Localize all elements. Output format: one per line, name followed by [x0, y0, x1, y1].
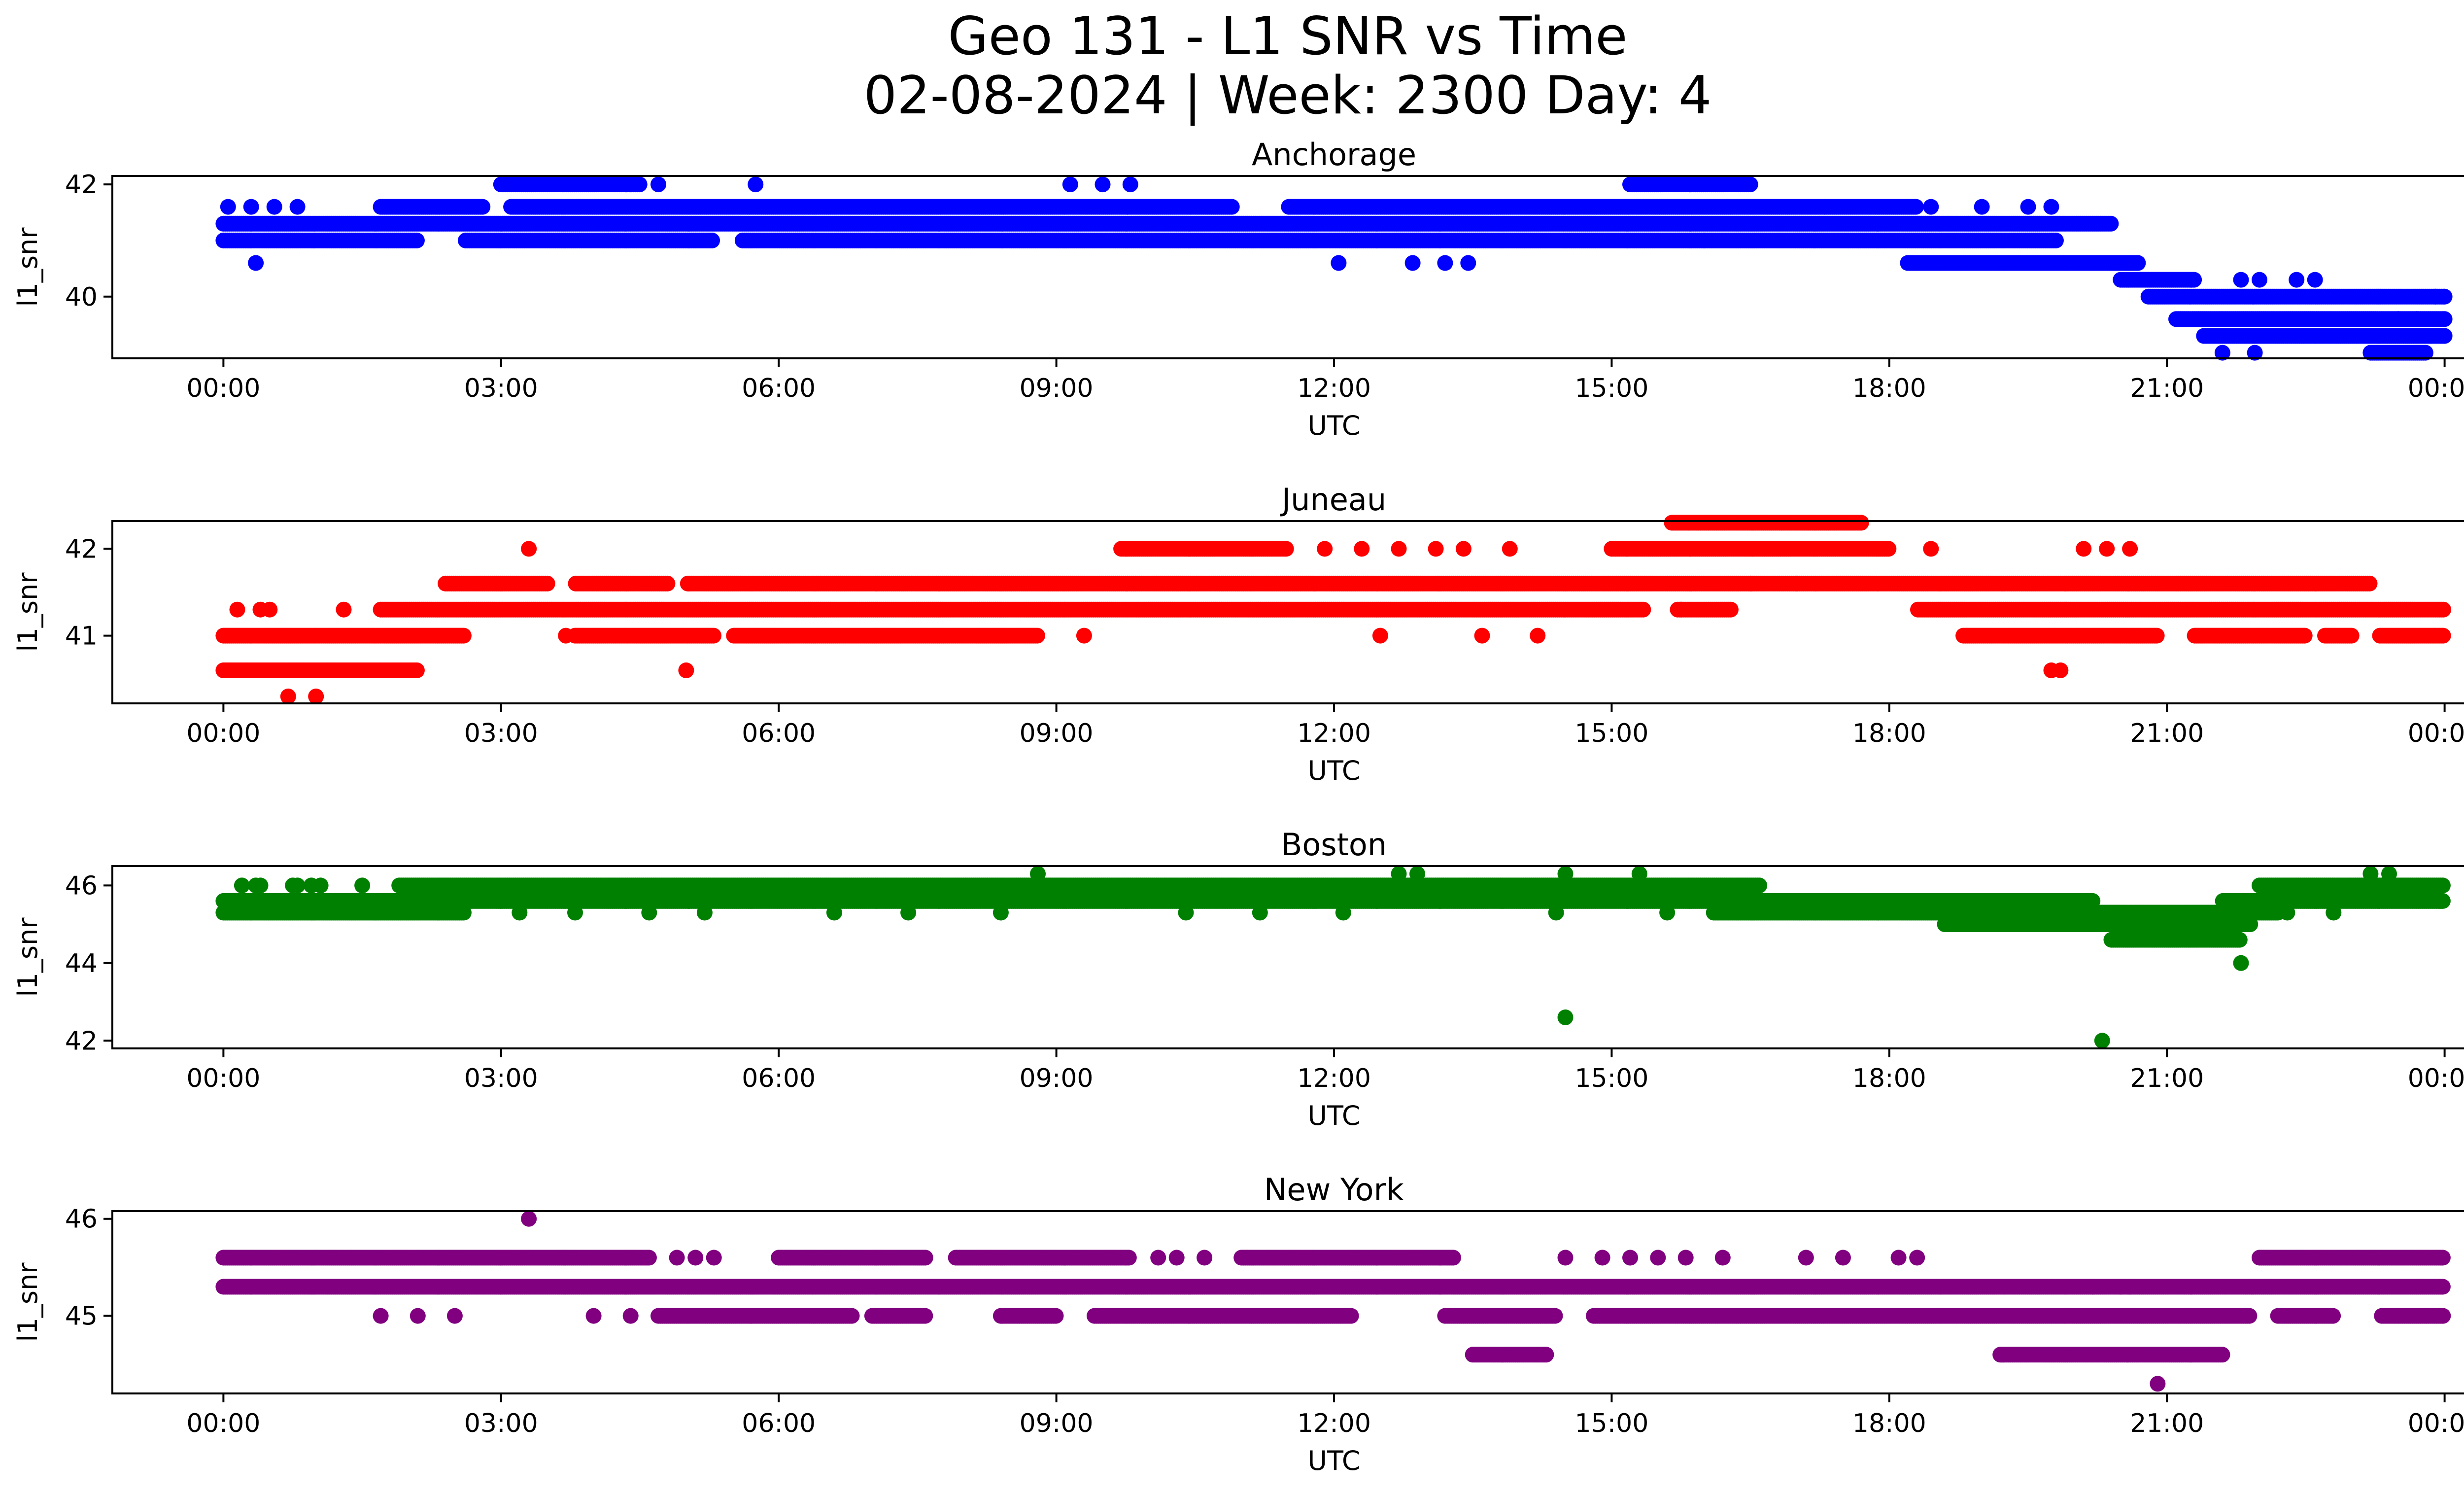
- data-point: [220, 199, 236, 215]
- data-point: [659, 575, 676, 591]
- data-point: [2186, 272, 2202, 288]
- x-tick-label: 03:00: [464, 374, 538, 403]
- data-point: [1923, 199, 1939, 215]
- y-axis-label: l1_snr: [12, 227, 43, 307]
- data-point: [2048, 232, 2064, 248]
- data-point: [2020, 199, 2036, 215]
- data-point: [539, 575, 555, 591]
- data-point: [2435, 601, 2451, 618]
- x-tick-label: 00:00: [2408, 374, 2464, 403]
- x-tick-label: 21:00: [2130, 374, 2204, 403]
- data-point: [289, 199, 306, 215]
- data-point: [2289, 272, 2305, 288]
- data-point: [1816, 199, 1833, 215]
- data-point: [1062, 176, 1078, 193]
- x-tick-label: 18:00: [1852, 374, 1926, 403]
- data-point: [2409, 311, 2425, 327]
- data-point: [1404, 255, 1421, 271]
- chart-panel-anchorage: Anchorage 00:00 03:00 06:00 09:00 12:00 15:00 1…: [12, 137, 2464, 441]
- figure-title-line2: 02-08-2024 | Week: 2300 Day: 4: [863, 65, 1712, 126]
- figure-title-line1: Geo 131 - L1 SNR vs Time: [948, 6, 1628, 67]
- data-point: [2233, 272, 2249, 288]
- data-point: [248, 255, 264, 271]
- data-point: [1331, 255, 1347, 271]
- data-point: [1437, 255, 1453, 271]
- x-tick-label: 09:00: [1020, 374, 1094, 403]
- x-tick-label: 15:00: [1574, 374, 1648, 403]
- y-tick-label: 42: [65, 170, 98, 200]
- data-point: [1460, 255, 1476, 271]
- data-point: [2307, 272, 2323, 288]
- data-point: [243, 199, 259, 215]
- data-points: [215, 176, 2453, 361]
- y-tick-label: 40: [65, 282, 98, 312]
- chart-title: Anchorage: [1252, 137, 1416, 173]
- chart-title: Juneau: [1280, 482, 1386, 518]
- data-point: [704, 232, 720, 248]
- data-point: [622, 176, 639, 193]
- data-point: [409, 232, 425, 248]
- data-point: [1224, 199, 1240, 215]
- data-point: [475, 199, 491, 215]
- data-point: [2252, 272, 2267, 288]
- data-point: [1908, 199, 1924, 215]
- data-point: [2130, 255, 2146, 271]
- data-point: [1696, 232, 1712, 248]
- x-axis-label: UTC: [1307, 410, 1360, 441]
- data-point: [409, 662, 425, 678]
- data-point: [1722, 601, 1739, 618]
- data-point: [650, 176, 666, 193]
- x-tick-label: 12:00: [1297, 374, 1371, 403]
- data-point: [1742, 176, 1758, 193]
- data-point: [2043, 199, 2059, 215]
- data-point: [455, 627, 472, 644]
- data-point: [2103, 215, 2119, 232]
- data-point: [2423, 328, 2439, 344]
- data-point: [748, 176, 764, 193]
- figure-title: Geo 131 - L1 SNR vs Time 02-08-2024 | We…: [0, 7, 2464, 125]
- data-point: [1974, 199, 1990, 215]
- data-point: [2436, 328, 2453, 344]
- data-point: [266, 199, 282, 215]
- x-tick-label: 00:00: [186, 374, 260, 403]
- data-point: [2436, 288, 2453, 305]
- x-tick-label: 06:00: [742, 374, 816, 403]
- data-point: [1095, 176, 1111, 193]
- data-point: [2390, 311, 2406, 327]
- data-points: [215, 515, 2451, 704]
- data-point: [1635, 601, 1651, 618]
- data-point: [2436, 311, 2453, 327]
- data-point: [1122, 176, 1138, 193]
